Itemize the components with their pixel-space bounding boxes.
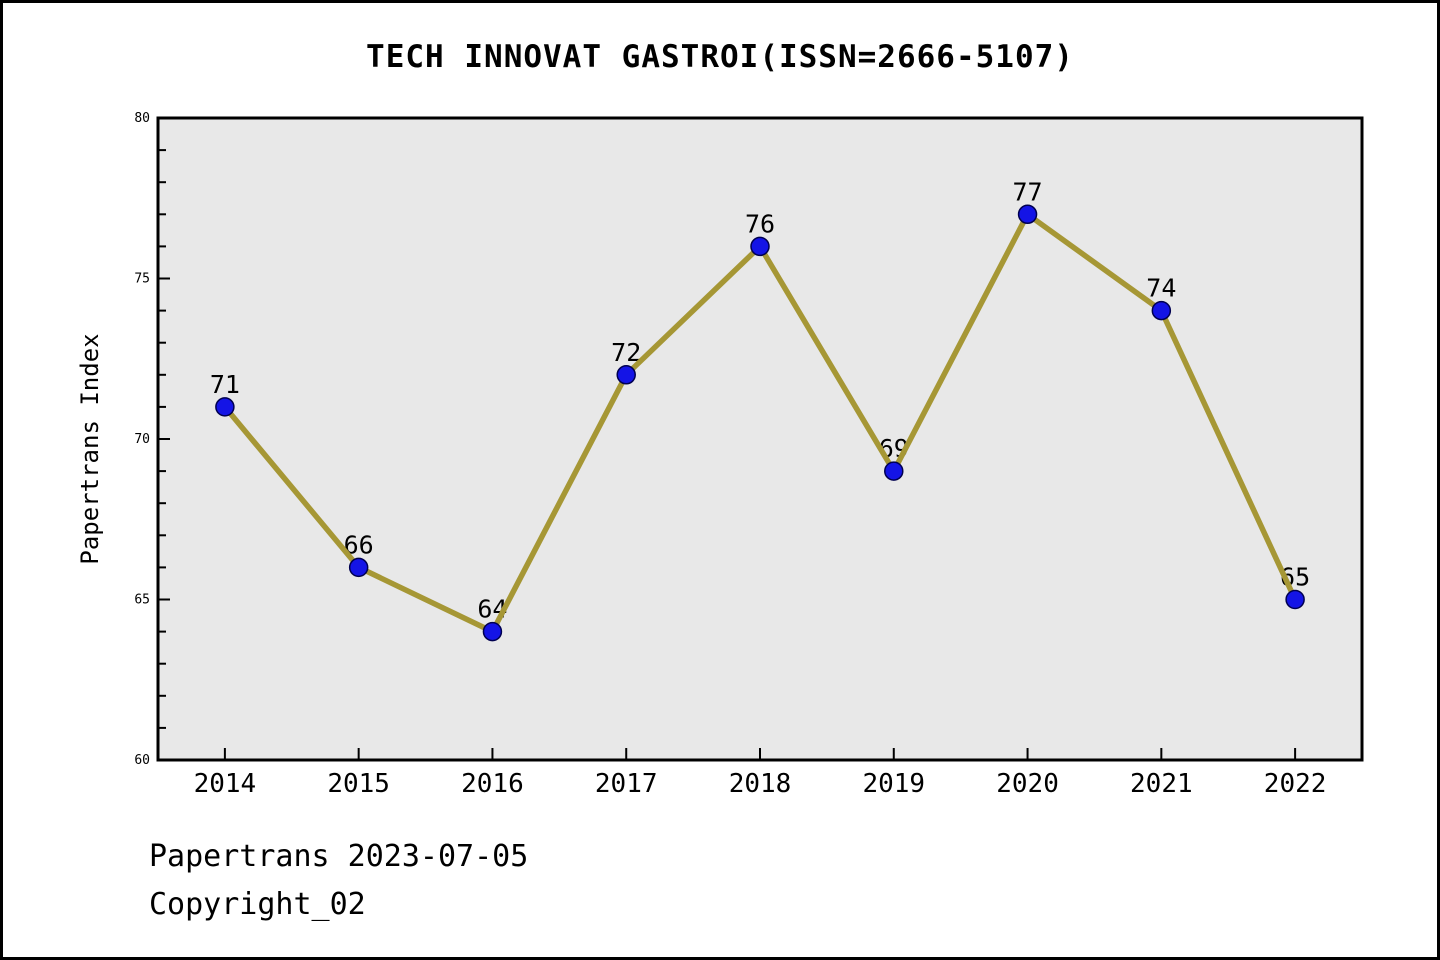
- point-label: 71: [210, 370, 240, 399]
- x-tick-label: 2016: [461, 769, 524, 799]
- point-label: 76: [745, 209, 775, 238]
- x-tick-label: 2021: [1130, 769, 1193, 799]
- x-tick-label: 2017: [595, 769, 658, 799]
- data-point: [750, 236, 770, 257]
- data-point: [1017, 204, 1038, 225]
- point-label: 74: [1146, 274, 1176, 303]
- x-tick-label: 2014: [194, 769, 257, 799]
- x-tick-label: 2019: [862, 769, 925, 799]
- data-point: [1285, 589, 1305, 610]
- x-tick-label: 2022: [1264, 769, 1327, 799]
- plot-frame: [156, 116, 1364, 762]
- y-tick-label: 70: [134, 432, 150, 447]
- y-tick-label: 80: [134, 111, 150, 126]
- y-tick-label: 60: [134, 753, 150, 768]
- plot-background: [158, 118, 1362, 760]
- x-tick-label: 2020: [996, 769, 1059, 799]
- y-tick-label: 75: [134, 272, 150, 287]
- data-point: [616, 365, 636, 385]
- x-tick-label: 2018: [729, 769, 792, 799]
- line-chart: 60 65 70 75 80 2014 2015 2016 2017 2018 2019 2020 20…: [134, 111, 1364, 799]
- data-point: [348, 557, 369, 578]
- footer-copyright: Copyright_02: [149, 887, 366, 922]
- chart-title: TECH INNOVAT GASTROI(ISSN=2666-5107): [366, 39, 1074, 75]
- y-tick-label: 65: [134, 593, 150, 608]
- data-point: [215, 397, 235, 417]
- x-tick-label: 2015: [327, 769, 390, 799]
- data-point: [1151, 300, 1172, 321]
- data-point: [884, 461, 904, 481]
- point-label: 77: [1013, 177, 1043, 206]
- data-point: [482, 621, 503, 642]
- footer-watermark: Papertrans 2023-07-05: [149, 839, 529, 874]
